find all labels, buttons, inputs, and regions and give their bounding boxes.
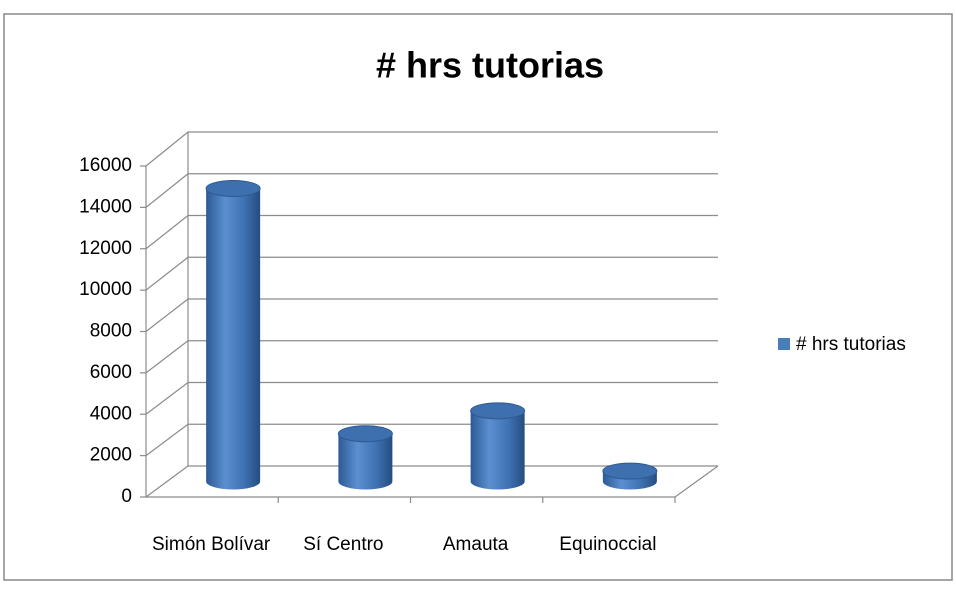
x-tick-label: Amauta <box>443 534 509 555</box>
bar-top <box>602 462 658 480</box>
bar-top <box>205 179 261 197</box>
grid-line <box>145 381 718 415</box>
grid-line <box>145 465 718 498</box>
chart-title: # hrs tutorias <box>376 45 604 86</box>
grid-line <box>145 256 718 291</box>
y-tick-label: 4000 <box>90 403 132 424</box>
floor-edge <box>674 465 719 498</box>
y-tick-label: 0 <box>121 486 132 507</box>
grid-line <box>145 298 718 332</box>
grid-line <box>145 423 718 457</box>
y-tick-label: 2000 <box>90 445 132 466</box>
grid-line <box>145 173 718 208</box>
legend-label: # hrs tutorias <box>796 334 906 355</box>
bar-top <box>470 402 526 420</box>
y-tick-label: 12000 <box>79 238 132 259</box>
x-tick-label: Sí Centro <box>303 534 383 555</box>
bar-top <box>337 425 393 443</box>
x-tick-label: Simón Bolívar <box>152 534 271 555</box>
y-tick-label: 6000 <box>90 362 132 383</box>
bar <box>338 433 393 490</box>
bar <box>206 188 261 490</box>
y-tick-label: 8000 <box>90 321 132 342</box>
legend-swatch <box>778 338 790 350</box>
grid-line <box>145 131 718 167</box>
y-tick-label: 14000 <box>79 196 132 217</box>
grid-line <box>145 214 718 250</box>
grid-line <box>145 340 718 374</box>
x-tick-label: Equinoccial <box>559 534 656 555</box>
y-tick-label: 16000 <box>79 155 132 176</box>
bar <box>470 410 525 490</box>
y-tick-label: 10000 <box>79 279 132 300</box>
